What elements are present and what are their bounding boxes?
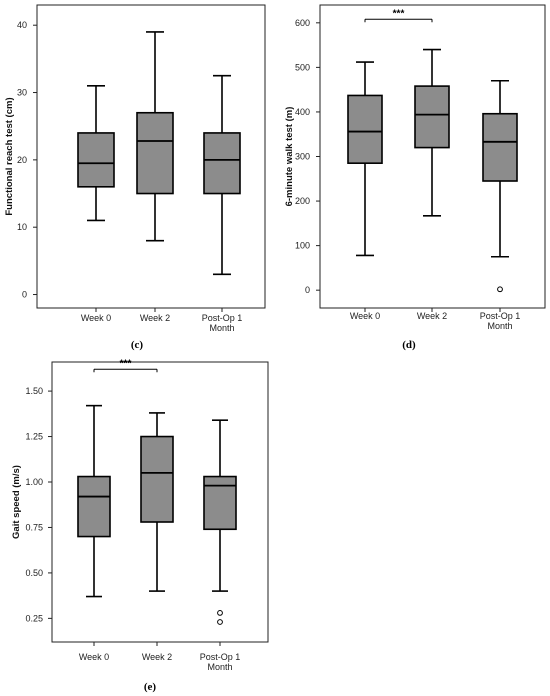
- chart-panel: 0 100 200 300 400 500 600 6-minute walk test (m…: [284, 4, 546, 351]
- box-group: [77, 85, 115, 222]
- y-tick-label: 10: [17, 222, 27, 232]
- x-tick-label: Week 2: [140, 313, 170, 323]
- y-axis-title: 6-minute walk test (m): [284, 107, 295, 207]
- outlier-point: [217, 619, 223, 625]
- x-tick-label: Post-Op 1 Month: [200, 652, 241, 672]
- x-tick-label: Post-Op 1 Month: [202, 313, 243, 333]
- y-tick-label: 0: [22, 290, 27, 300]
- y-tick-label: 300: [295, 152, 310, 162]
- significance-label: ***: [120, 358, 132, 369]
- box-iqr: [482, 112, 518, 182]
- x-tick-label: Week 2: [417, 311, 447, 321]
- significance-label: ***: [393, 8, 405, 19]
- box-iqr: [347, 94, 383, 164]
- y-tick-label: 0.75: [25, 522, 43, 532]
- y-tick-label: 1.25: [25, 432, 43, 442]
- outlier-point: [497, 286, 503, 293]
- x-tick-label: Week 0: [350, 311, 380, 321]
- box-group: [414, 48, 450, 217]
- x-tick-label: Week 2: [142, 652, 172, 662]
- box-group: [482, 79, 518, 293]
- plot-frame: [51, 361, 269, 643]
- y-tick-label: 0.50: [25, 568, 43, 578]
- y-axis-title: Gait speed (m/s): [11, 465, 22, 539]
- y-tick-label: 400: [295, 107, 310, 117]
- outlier-point: [217, 610, 223, 616]
- y-tick-label: 100: [295, 241, 310, 251]
- y-axis-title: Functional reach test (cm): [4, 97, 15, 215]
- box-group: [140, 412, 174, 592]
- box-iqr: [77, 132, 115, 188]
- y-tick-label: 20: [17, 155, 27, 165]
- box-group: [77, 404, 111, 598]
- x-tick-label: Week 0: [79, 652, 109, 662]
- box-iqr: [203, 132, 241, 195]
- y-tick-label: 200: [295, 196, 310, 206]
- panel-label: (c): [131, 339, 144, 351]
- box-iqr: [203, 475, 237, 531]
- box-group: [203, 419, 237, 625]
- y-tick-label: 40: [17, 20, 27, 30]
- chart-panel: 0.25 0.50 0.75 1.00 1.25 1.50 Gait speed (m/s)…: [11, 358, 269, 693]
- box-group: [203, 74, 241, 276]
- y-tick-label: 0.25: [25, 613, 43, 623]
- x-tick-label: Week 0: [81, 313, 111, 323]
- y-tick-label: 30: [17, 88, 27, 98]
- y-tick-label: 1.00: [25, 477, 43, 487]
- y-tick-label: 500: [295, 62, 310, 72]
- chart-panel: 0 10 20 30 40 Functional reach test (cm) Week …: [4, 4, 266, 351]
- box-iqr: [77, 475, 111, 538]
- box-iqr: [140, 435, 174, 523]
- box-group: [136, 31, 174, 242]
- y-tick-label: 1.50: [25, 386, 43, 396]
- panel-label: (e): [144, 681, 157, 693]
- x-tick-label: Post-Op 1 Month: [480, 311, 521, 331]
- y-tick-label: 0: [305, 285, 310, 295]
- panel-label: (d): [402, 339, 416, 351]
- box-iqr: [414, 85, 450, 149]
- y-tick-label: 600: [295, 18, 310, 28]
- box-group: [347, 61, 383, 257]
- box-iqr: [136, 111, 174, 195]
- plot-frame: [36, 4, 266, 309]
